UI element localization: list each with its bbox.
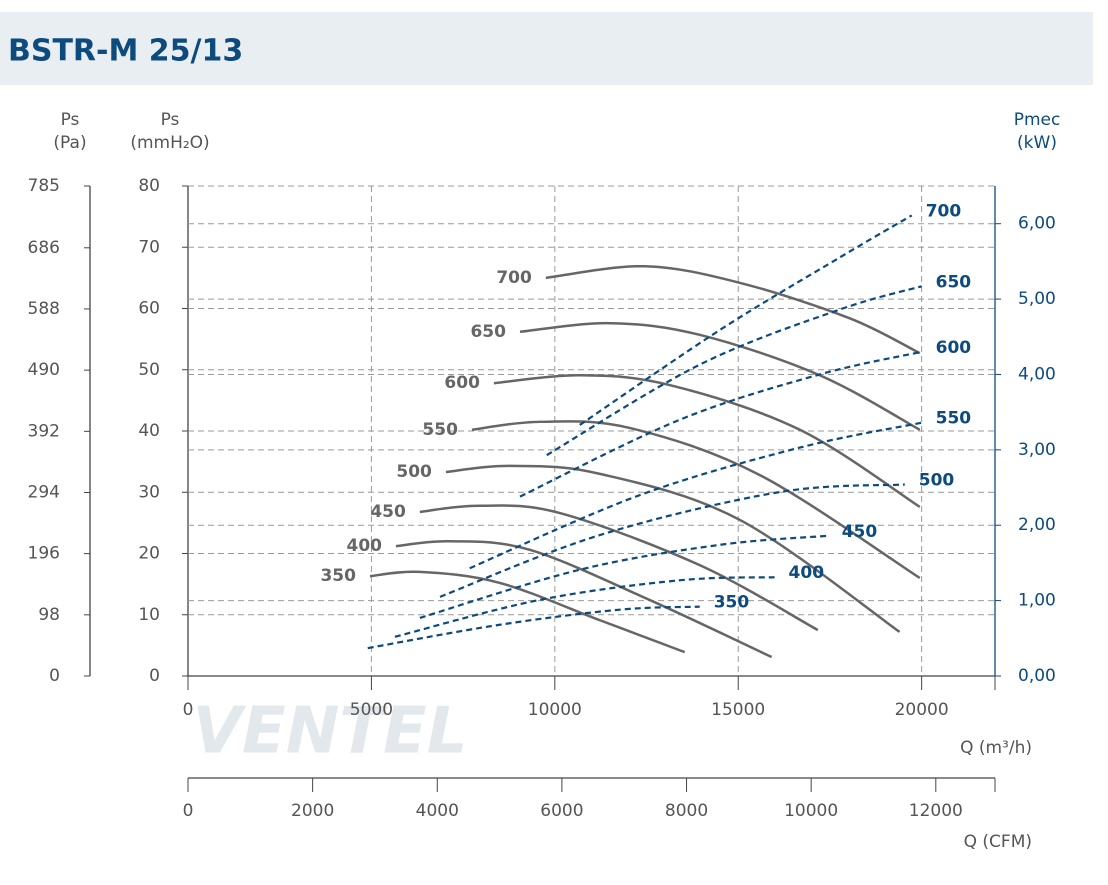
axis-label: (kW): [1017, 133, 1057, 153]
x-tick-label: 15000: [711, 700, 765, 720]
y-tick-label: 0: [49, 666, 60, 686]
curve-label: 650: [936, 272, 972, 292]
curve: [419, 534, 828, 620]
curve-label: 600: [936, 338, 972, 358]
y-tick-label: 490: [28, 360, 60, 380]
curve: [545, 264, 921, 355]
x2-tick-label: 4000: [416, 801, 459, 821]
x-tick-label: 10000: [528, 700, 582, 720]
y-tick-label: 80: [138, 176, 160, 196]
curve: [369, 570, 686, 654]
curve-label: 700: [496, 268, 532, 288]
curve-label: 600: [444, 373, 480, 393]
axis-label: (Pa): [53, 133, 86, 153]
y-tick-label: 294: [28, 482, 60, 502]
x-tick-label: 0: [183, 700, 194, 720]
x-tick-label: 5000: [350, 700, 393, 720]
x2-tick-label: 2000: [291, 801, 334, 821]
curve-label: 550: [422, 420, 458, 440]
curve: [579, 214, 913, 426]
x2-tick-label: 10000: [784, 801, 838, 821]
curve-label: 500: [919, 471, 955, 491]
curve: [419, 504, 819, 632]
y-tick-label: 392: [28, 421, 60, 441]
y-tick-label: 20: [138, 544, 160, 564]
y-tick-label: 50: [138, 360, 160, 380]
x2-tick-label: 6000: [540, 801, 583, 821]
y2-tick-label: 0,00: [1018, 666, 1056, 686]
y-tick-label: 10: [138, 605, 160, 625]
curve: [519, 321, 921, 431]
y-tick-label: 30: [138, 482, 160, 502]
axis-label: Ps: [161, 110, 180, 130]
y2-tick-label: 4,00: [1018, 364, 1056, 384]
curve: [471, 420, 921, 580]
y2-tick-label: 1,00: [1018, 591, 1056, 611]
x2-tick-label: 8000: [665, 801, 708, 821]
axis-label: Q (m³/h): [960, 738, 1032, 758]
y-tick-label: 686: [28, 238, 60, 258]
y-tick-label: 785: [28, 176, 60, 196]
curve-label: 450: [842, 522, 878, 542]
y-tick-label: 196: [28, 544, 60, 564]
axis-label: (mmH₂O): [130, 133, 209, 153]
curve-label: 550: [936, 409, 972, 429]
curve-label: 350: [714, 593, 750, 613]
y-tick-label: 40: [138, 421, 160, 441]
curve: [395, 539, 773, 659]
x2-tick-label: 0: [183, 801, 194, 821]
x2-tick-label: 12000: [909, 801, 963, 821]
curve: [546, 285, 922, 457]
curve: [493, 374, 921, 509]
curve: [469, 421, 922, 570]
chart-title: BSTR-M 25/13: [8, 34, 243, 69]
y2-tick-label: 5,00: [1018, 289, 1056, 309]
y-tick-label: 0: [149, 666, 160, 686]
curve-label: 700: [926, 201, 962, 221]
curve-label: 500: [396, 462, 432, 482]
curve: [439, 483, 905, 598]
y-tick-label: 60: [138, 299, 160, 319]
y-tick-label: 98: [38, 605, 60, 625]
curve-label: 400: [346, 536, 382, 556]
y2-tick-label: 3,00: [1018, 440, 1056, 460]
axis-label: Ps: [61, 110, 80, 130]
curve: [367, 605, 700, 650]
title-bar: [0, 12, 1093, 85]
curve: [519, 350, 922, 498]
axis-label: Q (CFM): [964, 832, 1032, 852]
curve-label: 400: [789, 563, 825, 583]
curve: [394, 576, 775, 638]
y-tick-label: 70: [138, 237, 160, 257]
y2-tick-label: 2,00: [1018, 515, 1056, 535]
watermark: VENTEL: [193, 695, 468, 769]
curve: [445, 464, 901, 633]
curve-label: 450: [370, 502, 406, 522]
y2-tick-label: 6,00: [1018, 214, 1056, 234]
axis-label: Pmec: [1014, 110, 1061, 130]
y-tick-label: 588: [28, 299, 60, 319]
curve-label: 650: [470, 322, 506, 342]
curve-label: 350: [320, 566, 356, 586]
x-tick-label: 20000: [895, 700, 949, 720]
